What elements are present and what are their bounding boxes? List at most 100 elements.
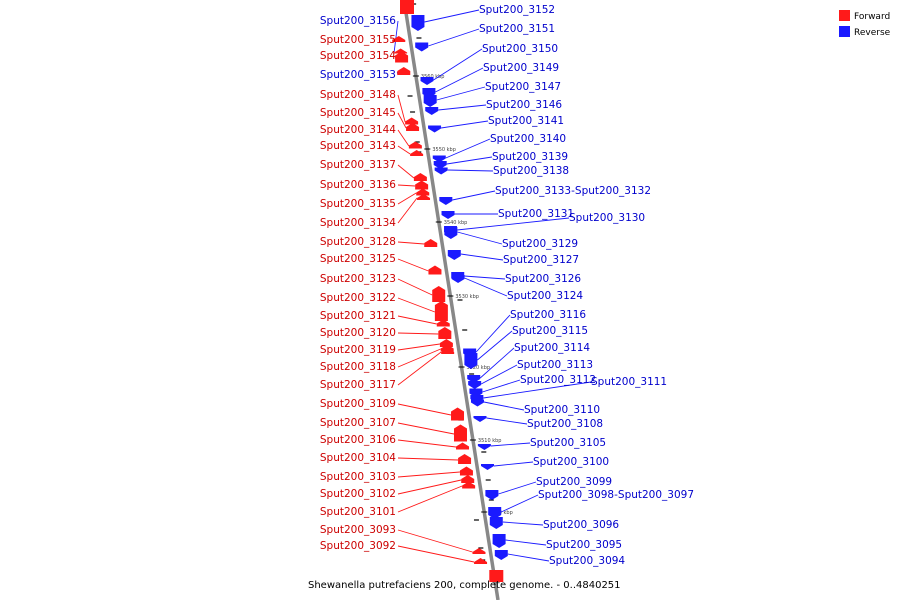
forward-gene-glyph: [462, 481, 476, 489]
reverse-gene-label: Sput200_3098-Sput200_3097: [538, 489, 694, 501]
forward-gene-label: Sput200_3145: [320, 107, 396, 119]
reverse-gene-label: Sput200_3111: [591, 376, 667, 388]
reverse-gene-label: Sput200_3147: [485, 81, 561, 93]
reverse-gene-label: Sput200_3130: [569, 212, 645, 224]
reverse-leader-line: [424, 9, 480, 23]
forward-gene-glyph: [410, 150, 424, 156]
forward-gene-glyph: [456, 442, 470, 450]
forward-gene-glyph: [434, 301, 448, 321]
forward-gene-label: Sput200_3104: [320, 452, 396, 464]
reverse-leader-line: [445, 138, 491, 159]
forward-gene-label: Sput200_3102: [320, 488, 396, 500]
reverse-gene-label: Sput200_3133-Sput200_3132: [495, 185, 651, 197]
reverse-gene-glyph: [488, 507, 502, 519]
reverse-gene-glyph: [411, 15, 425, 31]
reverse-leader-line: [480, 364, 518, 385]
forward-gene-label: Sput200_3119: [320, 344, 396, 356]
reverse-gene-label: Sput200_3124: [507, 290, 583, 302]
forward-gene-glyph: [438, 327, 452, 339]
reverse-gene-label: Sput200_3149: [483, 62, 559, 74]
reverse-gene-label: Sput200_3112: [520, 374, 596, 386]
forward-gene-label: Sput200_3153: [320, 69, 396, 81]
reverse-gene-label: Sput200_3096: [543, 519, 619, 531]
forward-gene-glyph: [451, 407, 465, 421]
reverse-gene-label: Sput200_3094: [549, 555, 625, 567]
reverse-leader-line: [457, 231, 503, 245]
reverse-gene-label: Sput200_3138: [493, 165, 569, 177]
forward-leader-line: [397, 457, 459, 461]
reverse-gene-label: Sput200_3100: [533, 456, 609, 468]
reverse-gene-label: Sput200_3113: [517, 359, 593, 371]
reverse-gene-glyph: [447, 250, 461, 260]
forward-leader-line: [397, 184, 416, 187]
reverse-gene-glyph: [464, 353, 478, 369]
reverse-leader-line: [452, 190, 496, 201]
forward-gene-label: Sput200_3143: [320, 140, 396, 152]
forward-gene-glyph: [415, 180, 429, 190]
reverse-gene-glyph: [425, 107, 439, 115]
reverse-gene-glyph: [415, 42, 429, 52]
forward-gene-glyph: [461, 475, 475, 483]
forward-gene-glyph: [405, 117, 419, 125]
reverse-gene-label: Sput200_3151: [479, 23, 555, 35]
forward-gene-glyph: [441, 348, 455, 354]
forward-gene-label: Sput200_3118: [320, 361, 396, 373]
reverse-gene-label: Sput200_3114: [514, 342, 590, 354]
reverse-gene-glyph: [477, 444, 491, 450]
forward-gene-glyph: [392, 36, 406, 42]
forward-leader-line: [397, 164, 415, 179]
forward-gene-label: Sput200_3123: [320, 273, 396, 285]
forward-gene-glyph: [474, 558, 488, 564]
reverse-gene-glyph: [444, 227, 458, 239]
forward-leader-line: [397, 112, 407, 129]
genome-backbone: [402, 0, 500, 600]
legend-forward-label: Forward: [854, 12, 890, 22]
legend: Forward Reverse: [839, 10, 891, 38]
forward-gene-label: Sput200_3154: [320, 50, 396, 62]
reverse-leader-line: [428, 28, 480, 47]
forward-leader-line: [397, 241, 425, 245]
forward-gene-label: Sput200_3121: [320, 310, 396, 322]
reverse-gene-glyph: [439, 197, 453, 205]
forward-gene-label: Sput200_3120: [320, 327, 396, 339]
forward-gene-label: Sput200_3156: [320, 15, 396, 27]
forward-gene-label: Sput200_3155: [320, 34, 396, 46]
forward-gene-glyph: [417, 194, 431, 200]
reverse-leader-line: [482, 379, 521, 393]
forward-gene-label: Sput200_3148: [320, 89, 396, 101]
forward-gene-label: Sput200_3092: [320, 540, 396, 552]
reverse-leader-line: [483, 401, 525, 411]
forward-leader-line: [397, 479, 462, 495]
forward-gene-glyph: [439, 339, 453, 347]
forward-gene-label: Sput200_3136: [320, 179, 396, 191]
reverse-gene-label: Sput200_3146: [486, 99, 562, 111]
reverse-leader-line: [447, 169, 494, 172]
forward-leader-line: [397, 278, 433, 296]
forward-gene-label: Sput200_3101: [320, 506, 396, 518]
gene-glyphs: [392, 0, 508, 582]
forward-gene-glyph: [428, 265, 442, 275]
forward-gene-glyph: [424, 239, 438, 247]
forward-gene-label: Sput200_3093: [320, 524, 396, 536]
forward-gene-glyph: [400, 0, 414, 14]
reverse-gene-glyph: [489, 517, 503, 529]
forward-leader-line: [393, 20, 399, 53]
reverse-leader-line: [446, 156, 493, 165]
forward-leader-line: [397, 94, 406, 123]
legend-reverse-swatch: [839, 26, 850, 37]
reverse-gene-glyph: [434, 167, 448, 175]
legend-forward-swatch: [839, 10, 850, 21]
reverse-leader-line: [505, 539, 547, 546]
forward-gene-glyph: [416, 188, 430, 196]
reverse-gene-glyph: [428, 125, 442, 133]
reverse-gene-label: Sput200_3095: [546, 539, 622, 551]
reverse-gene-label: Sput200_3140: [490, 133, 566, 145]
forward-gene-glyph: [432, 286, 446, 302]
reverse-gene-glyph: [485, 490, 499, 500]
forward-leader-line: [397, 343, 440, 351]
reverse-leader-line: [493, 461, 534, 467]
scale-tick-label: 3510 kbp: [478, 438, 502, 444]
forward-gene-label: Sput200_3107: [320, 417, 396, 429]
reverse-gene-label: Sput200_3126: [505, 273, 581, 285]
reverse-gene-label: Sput200_3139: [492, 151, 568, 163]
